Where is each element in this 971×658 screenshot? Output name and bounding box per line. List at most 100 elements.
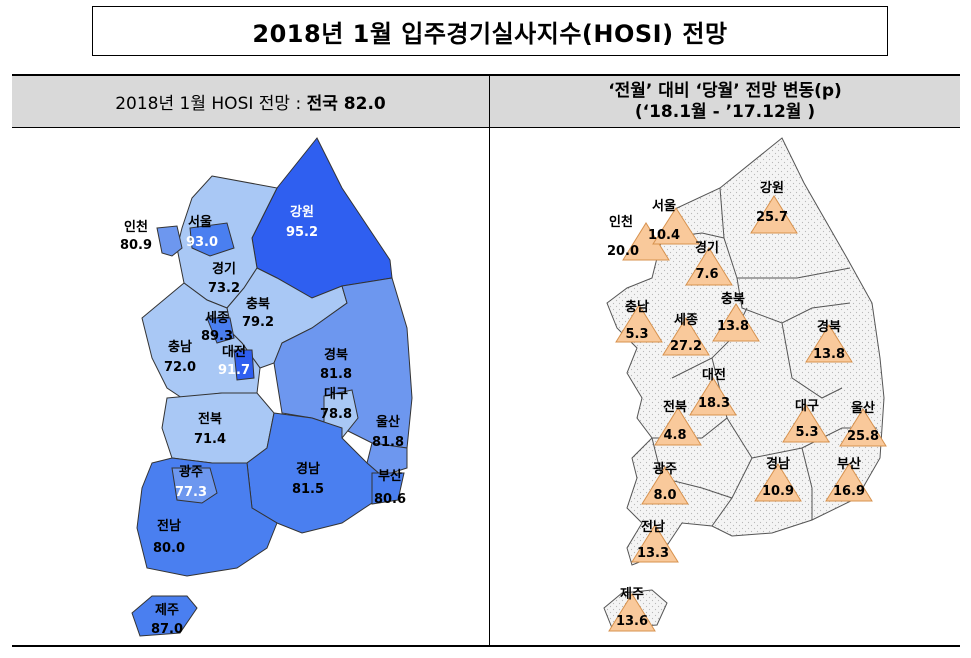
left-label-daegu: 대구 xyxy=(324,387,348,402)
right-value-jeonbuk: 4.8 xyxy=(663,428,686,443)
right-label-seoul: 서울 xyxy=(652,198,676,214)
right-value-gangwon: 25.7 xyxy=(756,210,788,225)
region-ulsan xyxy=(366,442,408,477)
right-label-sejong: 세종 xyxy=(674,313,698,328)
left-value-gwangju: 77.3 xyxy=(175,485,207,500)
left-label-seoul: 서울 xyxy=(188,214,212,230)
right-value-chungnam: 5.3 xyxy=(625,327,648,342)
right-map-labels: 인천 20.0 서울 10.4 강원 25.7 경기 7.6 충북 13.8 충… xyxy=(607,180,879,629)
right-label-gwangju: 광주 xyxy=(653,462,677,477)
left-label-daejeon: 대전 xyxy=(222,344,246,360)
left-label-gyeongbuk: 경북 xyxy=(324,347,348,363)
right-panel-header: ‘전월’ 대비 ‘당월’ 전망 변동(p) (‘18.1월 - ’17.12월 … xyxy=(490,74,960,128)
right-value-incheon: 20.0 xyxy=(607,244,639,259)
left-label-incheon: 인천 xyxy=(124,219,148,235)
region-daejeon xyxy=(233,349,255,381)
national-index: 전국 82.0 xyxy=(306,94,386,114)
left-header-prefix: 2018년 1월 HOSI 전망 : xyxy=(115,94,302,114)
right-label-daegu: 대구 xyxy=(795,399,819,414)
page-title: 2018년 1월 입주경기실사지수(HOSI) 전망 xyxy=(92,6,888,56)
region-jeonnam xyxy=(136,457,278,577)
right-outline-mainland xyxy=(606,137,885,566)
region-busan xyxy=(371,472,405,505)
region-seoul xyxy=(189,222,235,257)
right-label-gangwon: 강원 xyxy=(760,180,784,196)
right-value-gwangju: 8.0 xyxy=(653,488,676,503)
right-value-gyeongbuk: 13.8 xyxy=(813,347,845,362)
right-label-incheon: 인천 xyxy=(609,214,633,230)
right-label-jeonbuk: 전북 xyxy=(663,399,687,415)
left-value-jeonnam: 80.0 xyxy=(153,541,185,556)
triangle-jeonbuk xyxy=(654,407,702,446)
right-label-chungnam: 충남 xyxy=(625,299,649,315)
region-jeonbuk xyxy=(161,392,275,464)
left-value-gyeongnam: 81.5 xyxy=(292,482,324,497)
left-value-chungbuk: 79.2 xyxy=(242,315,274,330)
right-map-triangles xyxy=(608,195,887,632)
right-header-line1: ‘전월’ 대비 ‘당월’ 전망 변동(p) xyxy=(608,80,842,101)
left-value-ulsan: 81.8 xyxy=(372,435,404,450)
right-label-gyeongbuk: 경북 xyxy=(817,319,841,335)
right-value-daejeon: 18.3 xyxy=(698,396,730,411)
maps-svg: 인천 80.9 서울 93.0 강원 95.2 경기 73.2 충북 79.2 … xyxy=(120,137,887,637)
right-value-sejong: 27.2 xyxy=(670,339,702,354)
left-label-sejong: 세종 xyxy=(205,311,229,326)
bottom-rule xyxy=(12,645,960,647)
map-area: 인천 80.9 서울 93.0 강원 95.2 경기 73.2 충북 79.2 … xyxy=(12,128,960,645)
triangle-jeju xyxy=(608,593,656,632)
right-label-gyeonggi: 경기 xyxy=(695,240,719,256)
right-label-chungbuk: 충북 xyxy=(721,291,745,307)
right-value-daegu: 5.3 xyxy=(795,425,818,440)
right-value-jeonnam: 13.3 xyxy=(637,546,669,561)
triangle-gwangju xyxy=(641,466,689,505)
triangle-chungbuk xyxy=(712,303,760,342)
panel-divider xyxy=(489,74,490,646)
triangle-sejong xyxy=(662,317,710,356)
left-value-gangwon: 95.2 xyxy=(286,225,318,240)
right-label-daejeon: 대전 xyxy=(702,367,726,383)
left-value-seoul: 93.0 xyxy=(186,235,218,250)
left-map-labels: 인천 80.9 서울 93.0 강원 95.2 경기 73.2 충북 79.2 … xyxy=(120,204,406,637)
right-value-gyeonggi: 7.6 xyxy=(695,267,718,282)
right-label-busan: 부산 xyxy=(837,456,861,472)
triangle-daejeon xyxy=(689,377,737,416)
left-label-ulsan: 울산 xyxy=(376,414,400,430)
right-header-line2: (‘18.1월 - ’17.12월 ) xyxy=(634,101,816,122)
left-label-jeonbuk: 전북 xyxy=(198,411,222,427)
region-jeju xyxy=(131,595,198,637)
right-value-chungbuk: 13.8 xyxy=(717,319,749,334)
triangle-gyeonggi xyxy=(685,247,733,286)
right-label-ulsan: 울산 xyxy=(851,400,875,416)
left-panel-header: 2018년 1월 HOSI 전망 : 전국 82.0 xyxy=(12,74,489,128)
region-chungnam xyxy=(141,282,261,399)
region-incheon xyxy=(156,225,183,257)
triangle-jeonnam xyxy=(631,524,679,563)
left-label-jeonnam: 전남 xyxy=(157,518,181,534)
region-gyeongbuk xyxy=(273,277,413,449)
right-value-gyeongnam: 10.9 xyxy=(762,484,794,499)
right-label-jeonnam: 전남 xyxy=(641,519,665,535)
right-value-ulsan: 25.8 xyxy=(847,429,879,444)
left-value-sejong: 89.3 xyxy=(201,329,233,344)
left-value-daegu: 78.8 xyxy=(320,407,352,422)
left-value-gyeonggi: 73.2 xyxy=(208,281,240,296)
right-value-jeju: 13.6 xyxy=(616,614,648,629)
left-label-gangwon: 강원 xyxy=(290,204,314,220)
triangle-busan xyxy=(825,463,873,502)
left-map xyxy=(131,137,413,637)
right-value-seoul: 10.4 xyxy=(648,228,680,243)
right-label-jeju: 제주 xyxy=(620,587,644,602)
left-value-chungnam: 72.0 xyxy=(164,360,196,375)
left-label-gwangju: 광주 xyxy=(179,465,203,480)
right-label-gyeongnam: 경남 xyxy=(766,456,790,472)
triangle-gangwon xyxy=(750,195,798,234)
left-value-jeju: 87.0 xyxy=(151,622,183,637)
left-value-gyeongbuk: 81.8 xyxy=(320,367,352,382)
left-label-chungbuk: 충북 xyxy=(246,296,270,312)
left-value-busan: 80.6 xyxy=(374,492,406,507)
triangle-ulsan xyxy=(839,408,887,447)
left-label-busan: 부산 xyxy=(378,468,402,484)
left-value-daejeon: 91.7 xyxy=(218,363,250,378)
region-gwangju xyxy=(171,467,218,504)
triangle-gyeongbuk xyxy=(805,324,853,363)
